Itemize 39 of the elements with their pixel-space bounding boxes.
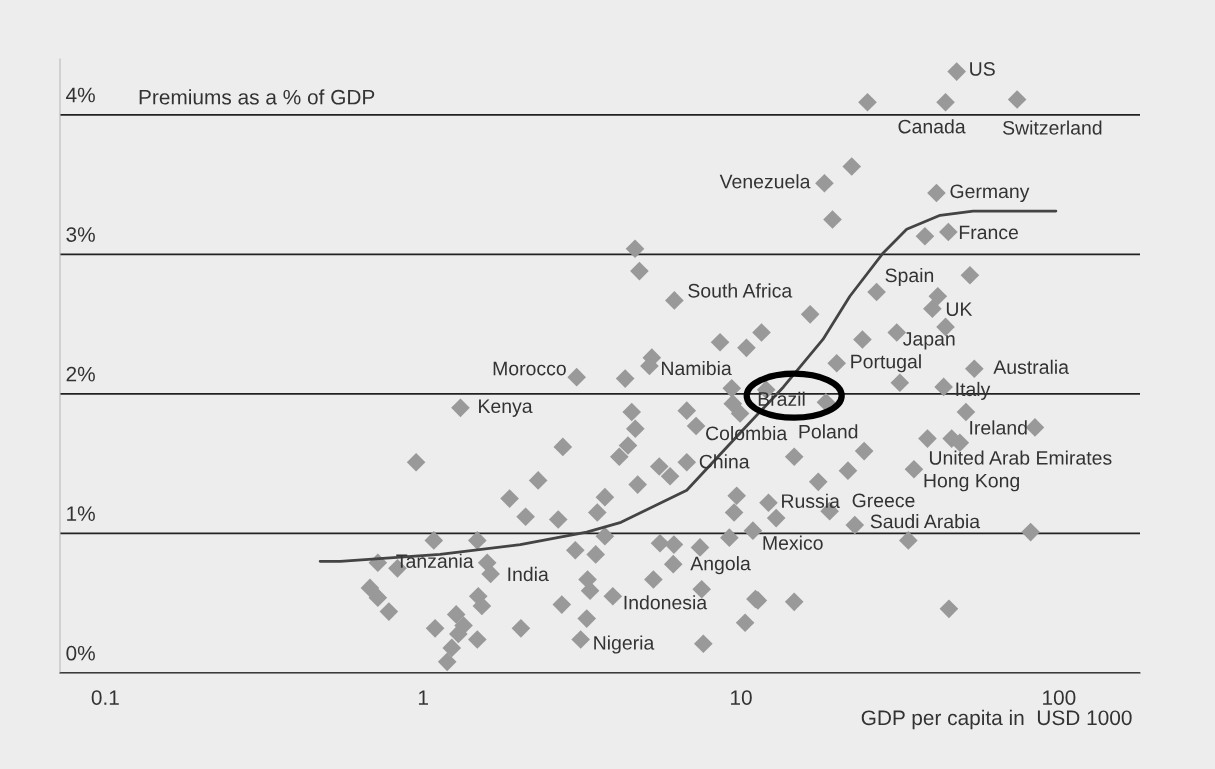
y-tick-label: 3% — [66, 227, 95, 242]
annotation: Spain — [885, 267, 934, 287]
y-tick-label: 1% — [67, 506, 95, 521]
annotation: India — [508, 566, 549, 582]
annotation: Indonesia — [624, 595, 708, 610]
annotation: Ireland — [970, 420, 1027, 435]
y-tick-label: 0% — [66, 645, 95, 661]
x-tick-label: 0.1 — [91, 690, 119, 705]
annotation: Hong Kong — [924, 473, 1019, 492]
y-axis-title: Premiums as a % of GDP — [139, 89, 375, 105]
annotation: Mexico — [763, 535, 823, 550]
annotation: South Africa — [688, 283, 793, 298]
annotation: Canada — [898, 119, 966, 134]
annotation: Russia — [782, 493, 840, 508]
annotation: United Arab Emirates — [929, 450, 1112, 465]
annotation: UK — [946, 302, 973, 317]
annotation: France — [959, 225, 1018, 240]
x-axis-title: GDP per capita in USD 1000 — [861, 709, 1132, 730]
annotation: Venezuela — [719, 174, 811, 189]
annotation: Kenya — [479, 399, 533, 417]
annotation: Tanzania — [396, 553, 474, 568]
annotation: Germany — [950, 184, 1030, 203]
annotation: US — [970, 62, 995, 76]
x-tick-label: 100 — [1043, 690, 1076, 705]
annotation: Saudi Arabia — [870, 514, 981, 529]
y-tick-label: 4% — [66, 87, 95, 103]
y-tick-label: 2% — [66, 366, 95, 382]
annotation: Greece — [852, 493, 915, 508]
x-tick-label: 1 — [418, 690, 428, 705]
annotation: Australia — [993, 359, 1069, 375]
annotation: Morocco — [493, 361, 566, 376]
annotation: Switzerland — [1003, 120, 1102, 135]
annotation: Portugal — [851, 354, 921, 373]
annotation: Nigeria — [594, 635, 655, 654]
annotation: Namibia — [662, 360, 732, 376]
x-tick-label: 10 — [731, 690, 752, 705]
annotation: Angola — [690, 556, 751, 575]
annotation: Japan — [903, 332, 955, 350]
annotation: Poland — [799, 424, 858, 439]
